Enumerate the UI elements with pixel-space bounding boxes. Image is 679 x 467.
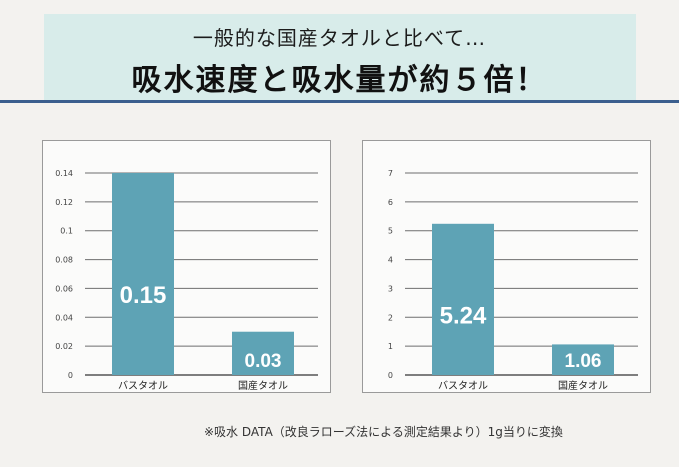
y-tick-label: 0 (388, 371, 393, 380)
y-tick-label: 3 (388, 284, 393, 293)
y-tick-label: 0.08 (55, 256, 73, 265)
y-tick-label: 5 (388, 227, 393, 236)
y-tick-label: 0 (68, 371, 73, 380)
bar (552, 344, 614, 375)
y-tick-label: 0.02 (55, 342, 73, 351)
y-tick-label: 0.1 (60, 227, 73, 236)
footnote: ※吸水 DATA（改良ラローズ法による測定結果より）1g当りに変換 (204, 425, 563, 439)
bar (432, 223, 494, 375)
bar-value-label: 5.24 (440, 303, 487, 330)
header-subtitle: 一般的な国産タオルと比べて… (192, 26, 487, 50)
x-category-label: バスタオル (438, 380, 488, 392)
y-tick-label: 7 (388, 169, 393, 178)
x-category-label: バスタオル (118, 380, 168, 392)
bar-value-label: 1.06 (565, 351, 602, 372)
bar (232, 331, 294, 375)
absorption-speed-chart: 00.020.040.060.080.10.120.140.15バスタオル卒業宣… (42, 140, 331, 393)
y-tick-label: 1 (388, 342, 393, 351)
header-banner (44, 14, 636, 100)
bar (112, 173, 174, 375)
y-tick-label: 2 (388, 313, 393, 322)
y-tick-label: 0.06 (55, 284, 73, 293)
header-title: 吸水速度と吸水量が約５倍！ (131, 63, 548, 98)
x-category-label: 国産タオル (238, 379, 288, 392)
header-divider (0, 100, 679, 103)
x-category-label: 国産タオル (558, 379, 608, 392)
y-tick-label: 0.14 (55, 169, 73, 178)
bar-value-label: 0.15 (120, 282, 167, 309)
y-tick-label: 0.04 (55, 313, 73, 322)
chart-svg-speed: 00.020.040.060.080.10.120.140.15バスタオル卒業宣… (55, 169, 318, 392)
y-tick-label: 6 (388, 198, 393, 207)
y-tick-label: 4 (388, 256, 393, 265)
y-tick-label: 0.12 (55, 198, 73, 207)
bar-value-label: 0.03 (245, 351, 282, 372)
